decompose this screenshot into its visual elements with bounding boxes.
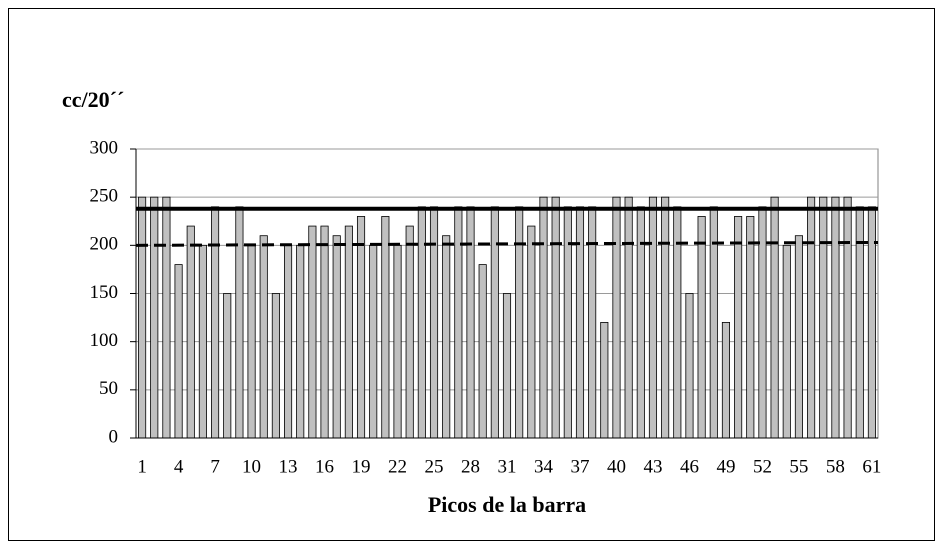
bar <box>150 196 159 439</box>
bar <box>843 196 852 439</box>
bar <box>588 206 597 439</box>
bar <box>174 264 183 439</box>
y-tick-label: 150 <box>90 282 119 303</box>
x-tick-label: 46 <box>680 456 699 477</box>
bar <box>673 206 682 439</box>
x-tick-label: 43 <box>643 456 662 477</box>
x-tick-label: 16 <box>315 456 334 477</box>
bar <box>782 244 791 439</box>
x-tick-label: 22 <box>388 456 407 477</box>
bar <box>356 216 366 439</box>
bar <box>308 225 317 439</box>
bar <box>794 235 803 439</box>
x-tick-label: 58 <box>826 456 845 477</box>
bar <box>515 206 524 439</box>
bar <box>198 244 207 439</box>
bar <box>344 225 353 439</box>
bar <box>405 225 414 439</box>
bar <box>271 293 280 439</box>
bar <box>223 293 232 439</box>
x-tick-label: 1 <box>137 456 147 477</box>
bar <box>648 196 658 439</box>
x-tick-label: 13 <box>279 456 298 477</box>
bar <box>807 196 816 439</box>
bar <box>527 225 536 439</box>
x-tick-label: 34 <box>534 456 554 477</box>
bar <box>563 206 572 439</box>
bar <box>138 196 147 439</box>
bar <box>490 206 499 439</box>
x-tick-label: 40 <box>607 456 626 477</box>
bar <box>478 264 487 439</box>
x-tick-label: 49 <box>716 456 735 477</box>
bar <box>721 321 730 439</box>
y-tick-label: 100 <box>90 330 119 351</box>
bar <box>575 206 585 439</box>
x-tick-label: 4 <box>174 456 184 477</box>
x-tick-label: 37 <box>570 456 589 477</box>
bar <box>162 196 171 439</box>
bar <box>429 206 439 439</box>
bar <box>417 206 426 439</box>
bar <box>612 196 621 439</box>
x-tick-label: 10 <box>242 456 261 477</box>
x-tick-label: 52 <box>753 456 772 477</box>
reference-line <box>135 240 879 247</box>
bar <box>393 244 402 439</box>
y-tick-label: 300 <box>90 137 119 158</box>
bar <box>661 196 670 439</box>
x-tick-label: 28 <box>461 456 480 477</box>
x-tick-label: 25 <box>425 456 444 477</box>
bar <box>819 196 828 439</box>
bar <box>283 244 293 439</box>
x-axis-title: Picos de la barra <box>428 492 586 517</box>
bar <box>454 206 463 439</box>
bar <box>247 244 256 439</box>
bar <box>466 206 475 439</box>
bar <box>746 216 755 439</box>
bar <box>636 206 645 439</box>
x-tick-label: 61 <box>862 456 881 477</box>
bar <box>600 321 609 439</box>
bar <box>332 235 341 439</box>
bar <box>770 196 779 439</box>
bar <box>259 235 268 439</box>
bar <box>709 206 718 439</box>
bar <box>186 225 195 439</box>
y-tick-label: 0 <box>109 426 119 447</box>
bar <box>320 225 329 439</box>
y-tick-label: 250 <box>90 186 119 207</box>
bar <box>235 206 244 439</box>
bar <box>539 196 548 439</box>
y-tick-label: 200 <box>90 234 119 255</box>
x-tick-label: 7 <box>210 456 220 477</box>
x-tick-label: 31 <box>498 456 517 477</box>
bar <box>502 293 512 439</box>
x-tick-label: 19 <box>352 456 371 477</box>
y-tick-label: 50 <box>99 378 118 399</box>
bar <box>442 235 451 439</box>
bar <box>831 196 840 439</box>
bar <box>624 196 633 439</box>
bar <box>296 244 305 439</box>
bar <box>381 216 390 439</box>
bar <box>685 293 694 439</box>
bar <box>211 206 220 439</box>
x-tick-label: 55 <box>789 456 808 477</box>
y-axis-title: cc/20´´ <box>62 87 124 112</box>
bar <box>369 244 378 439</box>
bar <box>697 216 706 439</box>
bar <box>734 216 743 439</box>
bar <box>551 196 560 439</box>
